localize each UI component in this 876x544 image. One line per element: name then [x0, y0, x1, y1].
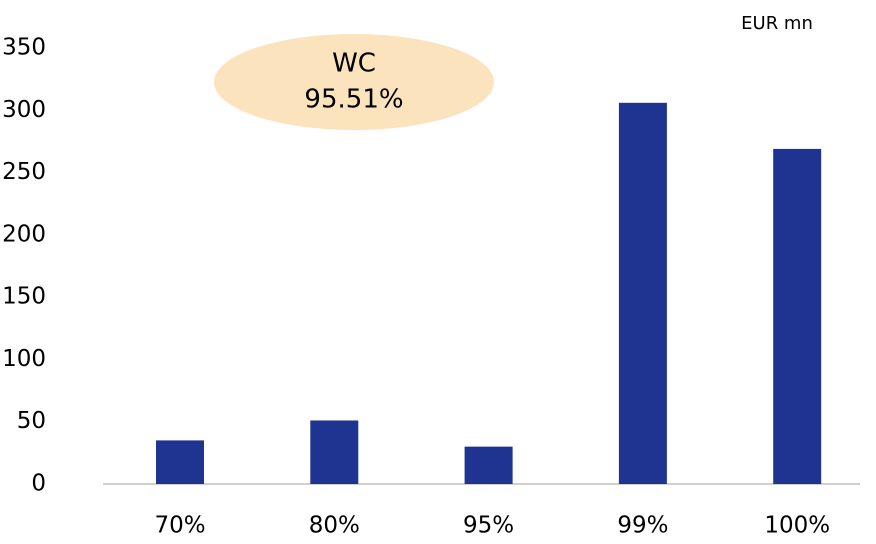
bar	[618, 102, 667, 484]
y-tick-label: 50	[17, 408, 46, 434]
bar	[310, 420, 359, 484]
unit-label: EUR mn	[741, 13, 813, 34]
y-tick-label: 300	[2, 97, 46, 123]
annotation-text: WC	[332, 49, 376, 79]
y-tick-label: 100	[2, 346, 46, 372]
x-tick-label: 70%	[154, 513, 205, 539]
bar	[773, 148, 822, 484]
y-tick-label: 250	[2, 159, 46, 185]
x-tick-label: 80%	[309, 513, 360, 539]
bar	[156, 440, 204, 484]
y-tick-label: 350	[2, 35, 46, 61]
annotation-bubble	[214, 34, 494, 130]
y-tick-label: 0	[31, 471, 46, 497]
bar	[464, 446, 513, 484]
x-tick-label: 100%	[764, 513, 830, 539]
y-tick-label: 200	[2, 221, 46, 247]
annotation-text: 95.51%	[304, 85, 403, 115]
x-tick-label: 95%	[463, 513, 514, 539]
x-tick-label: 99%	[617, 513, 668, 539]
y-tick-label: 150	[2, 284, 46, 310]
